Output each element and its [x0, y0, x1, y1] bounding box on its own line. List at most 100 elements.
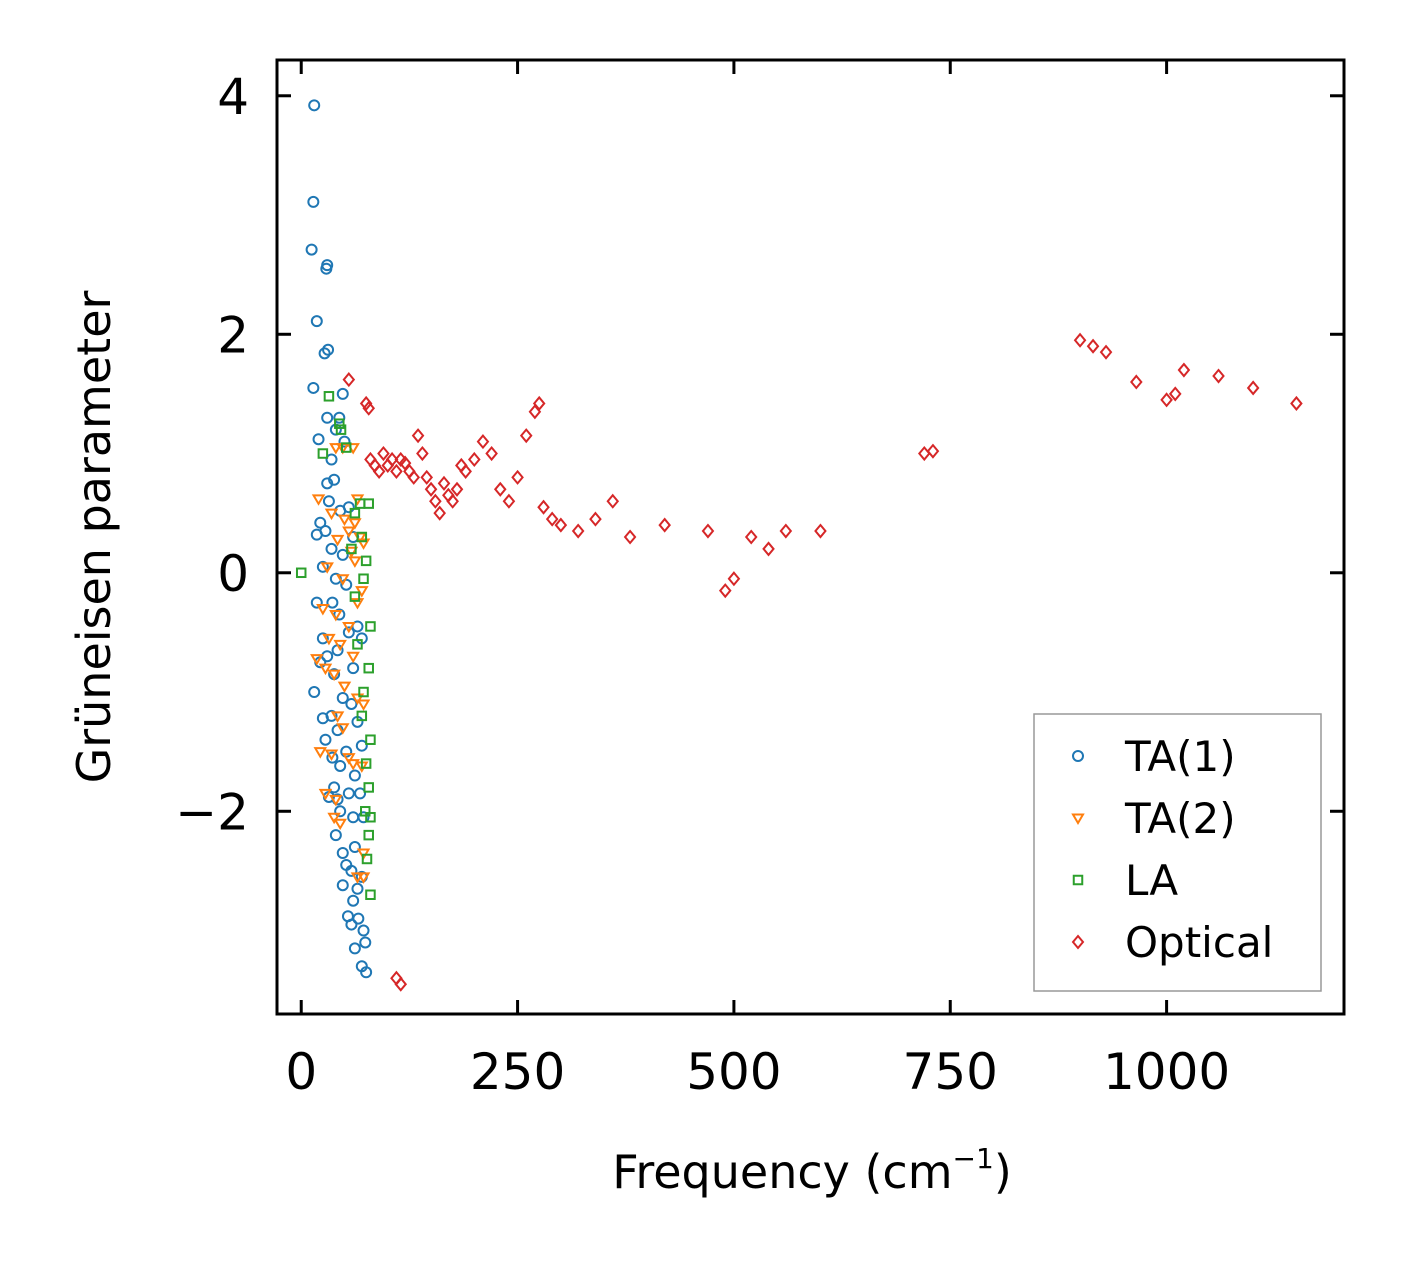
point-ta-1 [355, 739, 368, 752]
point-ta-1 [342, 787, 355, 800]
point-optical [744, 529, 758, 545]
point-la [365, 889, 376, 900]
point-ta-1 [325, 542, 338, 555]
point-ta-2 [350, 598, 365, 610]
point-la [363, 782, 374, 793]
point-la [358, 573, 369, 584]
point-ta-1 [305, 243, 318, 256]
point-la [363, 498, 374, 509]
point-ta-2 [310, 654, 324, 666]
point-ta-2 [342, 526, 356, 539]
point-optical [468, 451, 481, 468]
point-ta-2 [330, 711, 345, 723]
point-optical [1130, 374, 1143, 390]
point-optical [1246, 380, 1260, 396]
point-optical [727, 571, 741, 587]
point-ta-2 [346, 651, 360, 664]
point-optical [779, 523, 793, 539]
point-la [335, 424, 347, 435]
y-tick-label: 2 [217, 306, 249, 364]
point-ta-1 [322, 495, 335, 508]
point-ta-2 [327, 669, 341, 682]
axis-ticks [277, 60, 1344, 1014]
point-la [323, 391, 335, 402]
point-optical [411, 428, 425, 444]
legend-marker-ta-2 [1071, 813, 1085, 825]
point-optical [1168, 386, 1182, 402]
point-optical [362, 400, 376, 416]
point-ta-1 [360, 966, 373, 979]
x-tick-label: 500 [686, 1043, 781, 1101]
point-la [346, 543, 357, 555]
point-ta-1 [328, 473, 341, 486]
point-ta-2 [313, 747, 328, 759]
point-optical [701, 523, 715, 539]
point-ta-2 [337, 681, 352, 694]
point-la [349, 591, 361, 602]
point-optical [476, 434, 490, 450]
point-ta-1 [312, 433, 325, 446]
point-ta-1 [316, 632, 329, 645]
point-optical [1212, 368, 1225, 384]
point-la [356, 710, 368, 722]
point-ta-1 [308, 99, 321, 112]
point-la [295, 567, 307, 579]
point-ta-2 [333, 639, 347, 652]
point-optical [589, 511, 602, 527]
point-ta-1 [310, 596, 323, 609]
point-optical [1086, 338, 1100, 354]
point-optical [377, 445, 390, 462]
point-la [361, 853, 373, 865]
point-optical [1177, 362, 1191, 378]
point-optical [420, 469, 434, 485]
point-ta-1 [316, 712, 329, 725]
point-la [358, 686, 369, 698]
point-optical [372, 463, 386, 479]
point-optical [519, 428, 533, 444]
point-optical [623, 529, 637, 545]
point-la [334, 418, 345, 429]
point-ta-2 [322, 633, 336, 646]
point-ta-2 [333, 818, 347, 831]
point-ta-2 [324, 508, 339, 521]
point-ta-2 [342, 753, 356, 765]
point-optical [814, 523, 827, 539]
point-ta-1 [336, 847, 349, 860]
point-ta-2 [350, 693, 365, 705]
legend-label-optical: Optical [1125, 918, 1273, 967]
point-ta-1 [357, 811, 370, 824]
point-ta-1 [334, 805, 347, 818]
legend-label-ta-1: TA(1) [1124, 732, 1236, 781]
point-ta-1 [348, 942, 361, 955]
y-tick-label: −2 [175, 783, 249, 841]
point-ta-1 [336, 879, 349, 892]
point-la [365, 811, 376, 823]
x-axis-label: Frequency (cm−1) [612, 1142, 1012, 1199]
point-optical [606, 493, 620, 509]
point-ta-1 [318, 347, 331, 360]
point-optical [537, 499, 550, 515]
point-ta-1 [334, 759, 347, 772]
point-la [363, 829, 374, 841]
point-optical [1073, 332, 1087, 348]
point-ta-2 [344, 546, 359, 559]
point-ta-1 [310, 528, 323, 541]
point-ta-1 [328, 781, 341, 794]
point-optical [385, 451, 399, 468]
point-optical [926, 443, 940, 459]
point-ta-1 [336, 387, 349, 400]
point-optical [762, 541, 775, 557]
point-optical [407, 469, 421, 485]
x-tick-label: 250 [470, 1043, 565, 1101]
y-tick-label: 0 [217, 545, 249, 603]
series-optical [342, 332, 1303, 992]
point-ta-1 [345, 918, 358, 931]
point-optical [433, 505, 446, 521]
point-ta-2 [316, 604, 330, 616]
point-ta-1 [333, 411, 346, 424]
point-ta-1 [325, 453, 338, 466]
point-la [365, 621, 376, 632]
point-ta-1 [357, 924, 370, 937]
point-optical [446, 493, 459, 509]
